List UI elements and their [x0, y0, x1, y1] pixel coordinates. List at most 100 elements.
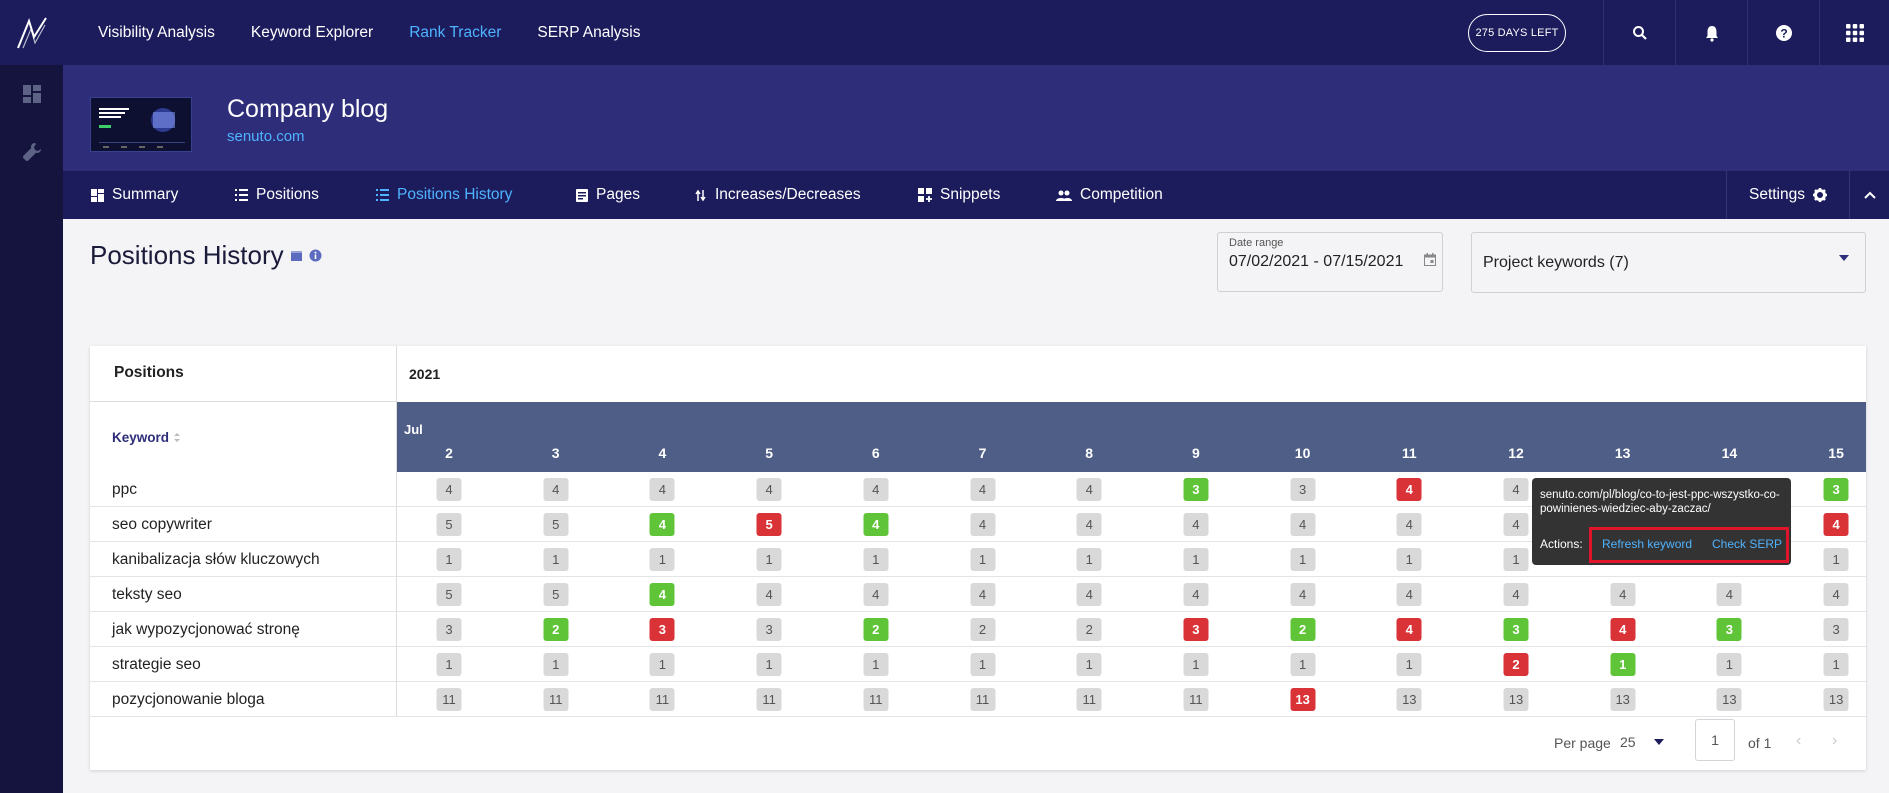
position-badge[interactable]: 1 — [1503, 548, 1529, 571]
keyword-cell[interactable]: teksty seo — [90, 577, 397, 612]
position-badge[interactable]: 4 — [1183, 583, 1209, 606]
position-badge[interactable]: 1 — [436, 548, 462, 571]
position-badge[interactable]: 4 — [1716, 583, 1742, 606]
position-badge[interactable]: 4 — [649, 478, 675, 501]
tooltip-url[interactable]: senuto.com/pl/blog/co-to-jest-ppc-wszyst… — [1540, 489, 1780, 515]
position-badge[interactable]: 3 — [1823, 618, 1849, 641]
position-badge[interactable]: 1 — [756, 653, 782, 676]
position-badge[interactable]: 2 — [970, 618, 995, 641]
position-badge[interactable]: 11 — [649, 688, 675, 711]
position-badge[interactable]: 1 — [436, 653, 462, 676]
date-range-value[interactable]: 07/02/2021 - 07/15/2021 — [1229, 253, 1404, 270]
position-badge[interactable]: 5 — [436, 583, 462, 606]
position-badge[interactable]: 1 — [1610, 653, 1636, 676]
tab-positions-history[interactable]: Positions History — [376, 171, 512, 219]
position-badge[interactable]: 4 — [1396, 513, 1422, 536]
position-badge[interactable]: 4 — [970, 513, 995, 536]
position-badge[interactable]: 4 — [863, 513, 889, 536]
position-badge[interactable]: 1 — [1396, 653, 1422, 676]
apps-button[interactable] — [1819, 0, 1889, 65]
position-badge[interactable]: 4 — [1183, 513, 1209, 536]
notifications-button[interactable] — [1675, 0, 1747, 65]
keyword-cell[interactable]: jak wypozycjonować stronę — [90, 612, 397, 647]
keyword-cell[interactable]: seo copywriter — [90, 507, 397, 542]
calendar-icon[interactable] — [1424, 253, 1436, 266]
position-badge[interactable]: 4 — [1396, 583, 1422, 606]
position-badge[interactable]: 1 — [649, 548, 675, 571]
tab-summary[interactable]: Summary — [91, 171, 178, 219]
position-badge[interactable]: 4 — [1503, 513, 1529, 536]
next-page-button[interactable]: › — [1832, 732, 1838, 749]
position-badge[interactable]: 1 — [543, 653, 569, 676]
position-badge[interactable]: 5 — [543, 583, 569, 606]
position-badge[interactable]: 11 — [863, 688, 889, 711]
keyword-column-header[interactable]: Keyword — [90, 402, 397, 472]
position-badge[interactable]: 4 — [436, 478, 462, 501]
settings-button[interactable]: Settings — [1726, 171, 1849, 219]
position-badge[interactable]: 2 — [543, 618, 569, 641]
position-badge[interactable]: 3 — [436, 618, 462, 641]
position-badge[interactable]: 11 — [543, 688, 569, 711]
keyword-cell[interactable]: strategie seo — [90, 647, 397, 682]
position-badge[interactable]: 4 — [970, 583, 995, 606]
position-badge[interactable]: 1 — [1290, 653, 1316, 676]
position-badge[interactable]: 1 — [970, 653, 995, 676]
position-badge[interactable]: 2 — [863, 618, 889, 641]
position-badge[interactable]: 1 — [1076, 653, 1102, 676]
sidebar-dashboard[interactable] — [0, 65, 63, 123]
prev-page-button[interactable]: ‹ — [1796, 732, 1802, 749]
position-badge[interactable]: 2 — [1290, 618, 1316, 641]
position-badge[interactable]: 1 — [543, 548, 569, 571]
keyword-set-select[interactable]: Project keywords (7) — [1471, 232, 1866, 293]
nav-keyword-explorer[interactable]: Keyword Explorer — [250, 23, 374, 41]
position-badge[interactable]: 4 — [1076, 513, 1102, 536]
position-badge[interactable]: 4 — [863, 478, 889, 501]
tab-positions[interactable]: Positions — [235, 171, 319, 219]
position-badge[interactable]: 1 — [1396, 548, 1422, 571]
position-badge[interactable]: 4 — [1503, 583, 1529, 606]
search-button[interactable] — [1603, 0, 1675, 65]
sidebar-tools[interactable] — [0, 123, 63, 181]
tab-pages[interactable]: Pages — [576, 171, 640, 219]
keyword-cell[interactable]: pozycjonowanie bloga — [90, 682, 397, 717]
position-badge[interactable]: 4 — [649, 513, 675, 536]
position-badge[interactable]: 1 — [1076, 548, 1102, 571]
sort-icon[interactable] — [173, 432, 181, 443]
position-badge[interactable]: 3 — [1183, 618, 1209, 641]
nav-rank-tracker[interactable]: Rank Tracker — [409, 23, 502, 41]
position-badge[interactable]: 1 — [1183, 548, 1209, 571]
position-badge[interactable]: 11 — [970, 688, 995, 711]
position-badge[interactable]: 13 — [1823, 688, 1849, 711]
position-badge[interactable]: 3 — [1716, 618, 1742, 641]
check-serp-link[interactable]: Check SERP — [1712, 537, 1783, 551]
nav-visibility-analysis[interactable]: Visibility Analysis — [98, 23, 215, 41]
position-badge[interactable]: 4 — [1396, 618, 1422, 641]
position-badge[interactable]: 13 — [1290, 688, 1316, 711]
position-badge[interactable]: 11 — [756, 688, 782, 711]
position-badge[interactable]: 3 — [1823, 478, 1849, 501]
position-badge[interactable]: 3 — [649, 618, 675, 641]
position-badge[interactable]: 4 — [970, 478, 995, 501]
position-badge[interactable]: 13 — [1610, 688, 1636, 711]
page-number-input[interactable]: 1 — [1695, 719, 1735, 761]
position-badge[interactable]: 1 — [649, 653, 675, 676]
keyword-cell[interactable]: ppc — [90, 472, 397, 507]
position-badge[interactable]: 13 — [1716, 688, 1742, 711]
position-badge[interactable]: 5 — [436, 513, 462, 536]
date-range-field[interactable]: Date range 07/02/2021 - 07/15/2021 — [1217, 232, 1443, 292]
tab-increases-decreases[interactable]: Increases/Decreases — [695, 171, 861, 219]
tab-competition[interactable]: Competition — [1056, 171, 1163, 219]
position-badge[interactable]: 1 — [1823, 548, 1849, 571]
position-badge[interactable]: 2 — [1503, 653, 1529, 676]
position-badge[interactable]: 4 — [1076, 583, 1102, 606]
position-badge[interactable]: 4 — [1290, 513, 1316, 536]
position-badge[interactable]: 1 — [863, 548, 889, 571]
tab-snippets[interactable]: Snippets — [918, 171, 1000, 219]
position-badge[interactable]: 3 — [1183, 478, 1209, 501]
position-badge[interactable]: 1 — [1716, 653, 1742, 676]
position-badge[interactable]: 4 — [1290, 583, 1316, 606]
position-badge[interactable]: 3 — [1290, 478, 1316, 501]
collapse-header-button[interactable] — [1849, 171, 1889, 219]
caret-down-icon[interactable] — [1654, 739, 1664, 745]
keyword-cell[interactable]: kanibalizacja słów kluczowych — [90, 542, 397, 577]
